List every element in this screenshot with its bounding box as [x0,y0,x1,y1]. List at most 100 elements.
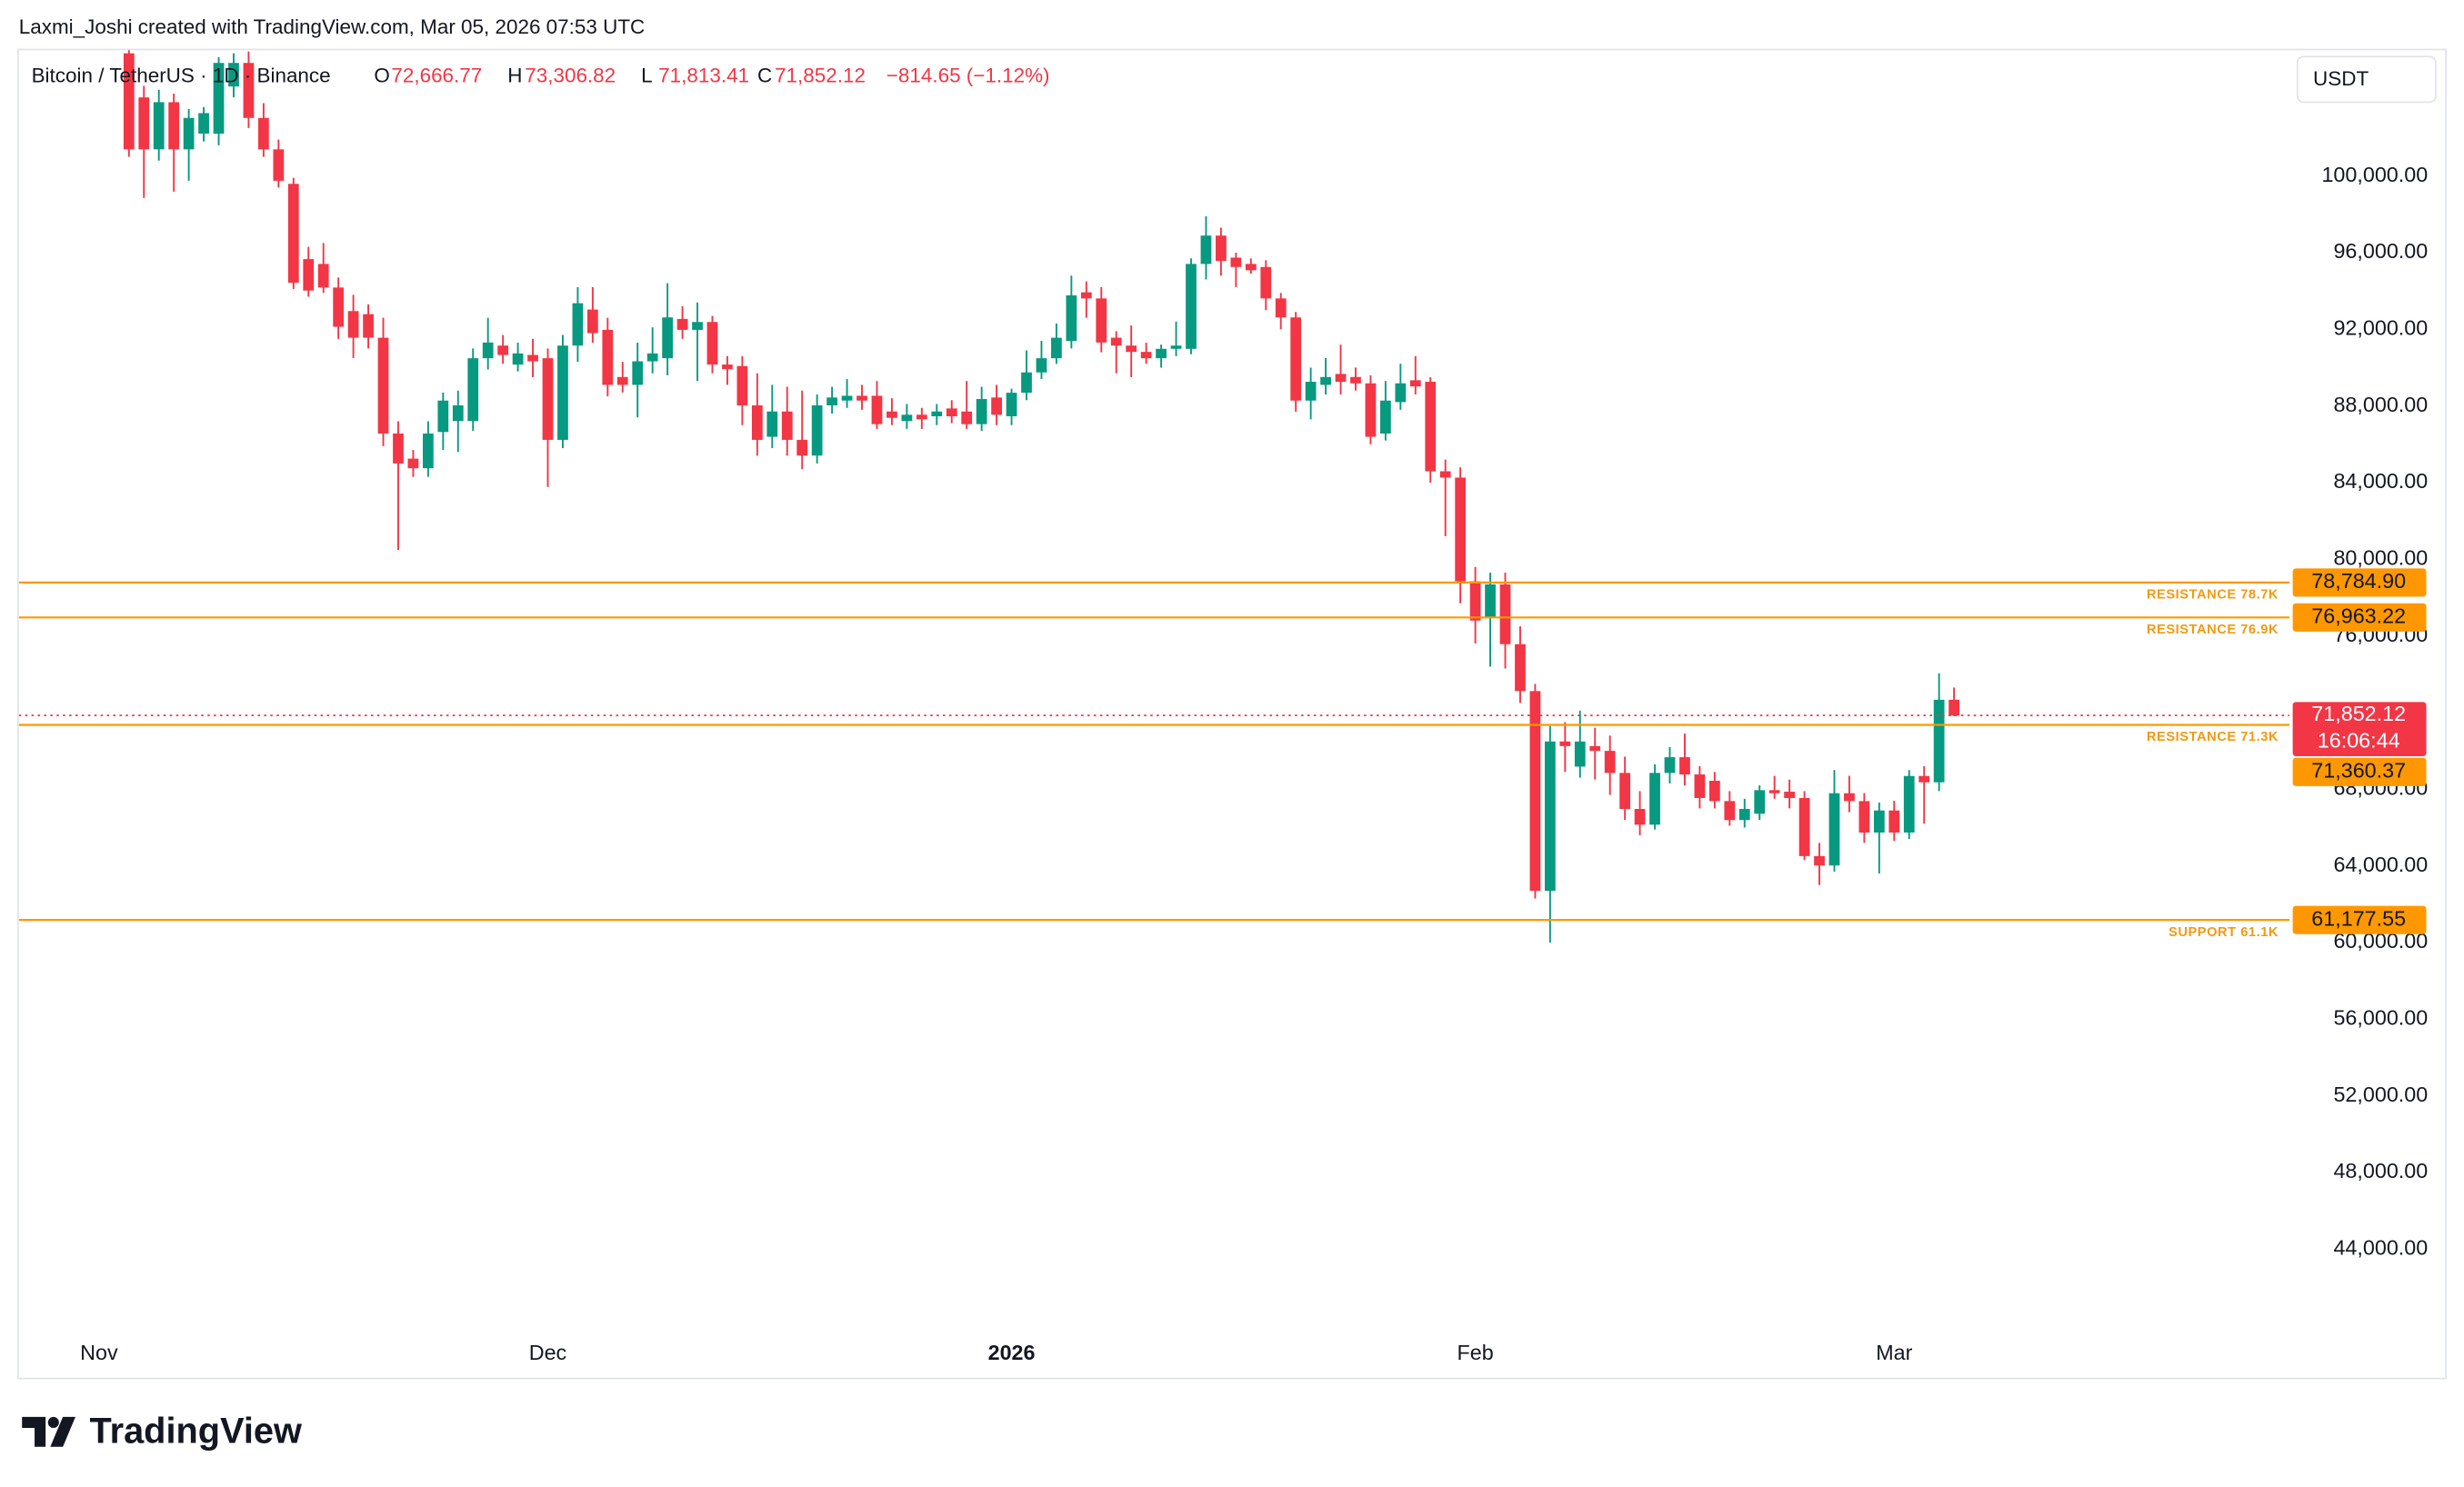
candle-body [527,354,538,362]
logo: TradingView [22,1412,302,1452]
candle-body [1858,801,1870,833]
candle-body [1080,292,1092,299]
candle-body [1814,855,1825,866]
candle-body [303,259,315,291]
candle-body [1275,298,1287,318]
candle-body [856,395,867,401]
logo-icon [22,1416,46,1447]
currency-box[interactable] [2296,55,2437,104]
candle-body [377,337,389,434]
candle-body [1335,374,1347,383]
candle-body [766,411,778,437]
candle-body [1305,382,1317,401]
candle-body [1559,741,1571,746]
candle-body [991,397,1002,415]
candle-body [1888,810,1900,833]
candle-body [1738,809,1750,821]
countdown: 16:06:44 [2318,729,2400,753]
candle-body [706,322,718,365]
candle-body [1126,345,1137,353]
y-tick-label: 96,000.00 [2333,239,2428,263]
ohlc-value: 73,306.82 [525,65,616,87]
candle-body [1260,266,1272,299]
candle-body [1096,298,1107,343]
candle-body [586,309,598,334]
candle-body [1694,774,1706,798]
x-tick-label: 2026 [988,1341,1036,1364]
level-name: RESISTANCE 78.7K [2147,588,2279,603]
candle-body [1784,792,1796,798]
candle-body [916,414,927,420]
candle-body [1200,235,1212,264]
plot-area [18,50,2290,943]
level-value: 71,360.37 [2311,758,2406,782]
candle-body [1051,337,1062,359]
ohlc-key: H [507,65,522,87]
candle-body [1006,393,1017,417]
candle-body [258,117,269,150]
currency[interactable]: USDT [2313,67,2369,90]
logo-icon [50,1416,75,1447]
attribution: Laxmi_Joshi created with TradingView.com… [19,15,646,38]
last-price-box [2292,702,2427,757]
y-tick-label: 64,000.00 [2333,853,2428,876]
candle-body [1948,699,1959,716]
candle-body [1768,790,1780,793]
candle-body [751,404,763,440]
candle-body [1574,741,1586,767]
candle-body [1425,382,1437,472]
candle-body [228,63,239,87]
candle-body [676,318,688,330]
candle-body [198,113,209,135]
candle-body [347,311,359,338]
candle-body [1499,584,1511,644]
candle-body [826,397,837,405]
ohlc-value: 71,813.41 [658,65,749,87]
candle-body [1380,400,1391,434]
candle-body [1230,257,1242,267]
candle-body [1529,691,1541,892]
candle-body [1918,775,1930,783]
candle-body [736,365,748,405]
level-name: SUPPORT 61.1K [2169,925,2279,940]
candle-body [138,97,150,150]
candle-body [616,376,628,385]
candle-body [168,102,180,150]
candle-body [153,102,165,150]
ohlc-value: 71,852.12 [775,65,866,87]
candle-body [482,342,494,359]
candle-body [437,400,449,433]
candle-body [273,149,285,181]
candle-body [572,303,584,346]
logo-icon [47,1416,59,1429]
candle-body [1395,383,1407,403]
candle-body [1066,294,1077,342]
candle-body [646,353,658,362]
level-value: 78,784.90 [2311,569,2406,593]
candle-body [886,411,897,418]
candle-body [1469,581,1481,621]
candle-body [946,408,957,417]
candle-body [317,264,329,288]
candle-body [692,322,703,330]
candle-body [557,345,568,440]
candle-body [841,395,853,401]
candle-body [287,184,299,284]
candle-body [1604,751,1616,773]
candle-body [931,411,943,417]
candle-body [1186,264,1197,349]
candle-body [333,287,345,327]
ohlc-key: L [641,65,653,87]
candle-body [1619,773,1631,810]
candle-body [1485,584,1496,618]
level-value: 76,963.22 [2311,604,2406,627]
candle-body [407,458,419,469]
candle-body [1844,793,1855,802]
candle-body [1455,477,1467,582]
candle-body [722,364,733,370]
candle-body [1170,345,1182,349]
candle-body [811,404,823,456]
x-tick-label: Nov [80,1341,118,1364]
